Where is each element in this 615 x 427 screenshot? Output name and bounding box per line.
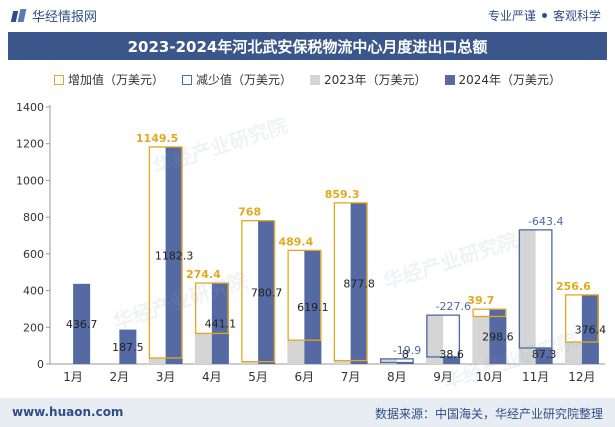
bar-decrease — [426, 314, 461, 358]
tagline: 专业严谨 客观科学 — [488, 7, 601, 24]
bar-2023 — [426, 315, 444, 364]
legend-label-decrease: 减少值（万美元） — [195, 73, 292, 87]
bar-2024 — [396, 362, 414, 364]
increase-label: 1149.5 — [136, 132, 178, 145]
legend-label-2024: 2024年（万美元） — [458, 73, 562, 87]
bar-increase — [241, 220, 276, 363]
chart-title: 2023-2024年河北武安保税物流中心月度进出口总额 — [8, 32, 607, 60]
bar-increase — [148, 146, 183, 359]
increase-label: 859.3 — [325, 188, 360, 201]
bar-increase — [333, 202, 368, 362]
bar-2024 — [165, 146, 183, 364]
legend-label-2023: 2023年（万美元） — [323, 73, 427, 87]
bar-2024 — [211, 283, 229, 364]
bar-2023 — [472, 316, 490, 364]
bar-2024 — [443, 356, 461, 364]
decrease-label: -643.4 — [528, 215, 563, 228]
bar-decrease — [379, 358, 414, 364]
bar-2023 — [194, 333, 212, 364]
value-label-2024: 376.4 — [575, 323, 607, 336]
legend-label-increase: 增加值（万美元） — [67, 73, 164, 87]
x-tick-label: 10月 — [476, 370, 503, 384]
y-tick-label: 1200 — [16, 138, 44, 151]
bar-increase — [472, 308, 507, 318]
legend-item-increase: 增加值（万美元） — [53, 71, 164, 88]
x-tick-label: 6月 — [295, 370, 315, 384]
bar-2024 — [350, 202, 368, 364]
y-tick-label: 1000 — [16, 174, 44, 187]
bar-decrease — [518, 229, 553, 349]
legend-swatch-2024 — [444, 74, 455, 85]
value-label-2024: 877.8 — [343, 277, 375, 290]
y-tick-label: 600 — [23, 248, 44, 261]
bar-2023 — [148, 357, 166, 364]
x-tick-label: 3月 — [156, 370, 176, 384]
x-tick-label: 5月 — [248, 370, 268, 384]
bar-2023 — [379, 358, 397, 364]
legend-item-2024: 2024年（万美元） — [444, 71, 562, 88]
bar-2024 — [581, 294, 599, 364]
value-label-2024: 187.5 — [112, 341, 144, 354]
bar-2024 — [119, 329, 137, 364]
value-label-2024: 1182.3 — [155, 249, 194, 262]
x-tick-label: 1月 — [63, 370, 83, 384]
x-tick-label: 8月 — [387, 370, 407, 384]
value-label-2024: 87.3 — [532, 348, 557, 361]
legend-swatch-decrease — [181, 74, 192, 85]
y-tick-label: 200 — [23, 321, 44, 334]
brand: 华经情报网 — [12, 6, 97, 25]
value-label-2024: 780.7 — [251, 286, 283, 299]
tagline-left: 专业严谨 — [487, 9, 536, 23]
increase-label: 256.6 — [556, 280, 591, 293]
bar-2024 — [73, 283, 91, 364]
bar-increase — [564, 294, 599, 343]
bar-2024 — [258, 220, 276, 364]
decrease-label: -19.9 — [393, 344, 421, 357]
bar-2023 — [241, 361, 259, 364]
y-tick-label: 1400 — [16, 101, 44, 114]
footer-url-link[interactable]: www.huaon.com — [12, 405, 124, 419]
bar-2023 — [564, 342, 582, 364]
bar-increase — [287, 249, 322, 341]
x-tick-label: 11月 — [522, 370, 549, 384]
bar-2024 — [535, 347, 553, 364]
increase-label: 489.4 — [278, 235, 313, 248]
y-tick-label: 400 — [23, 285, 44, 298]
legend-swatch-increase — [53, 74, 64, 85]
increase-label: 768 — [238, 206, 261, 219]
brand-name: 华经情报网 — [32, 10, 98, 25]
bar-2024 — [304, 250, 322, 364]
top-bar: 华经情报网 专业严谨 客观科学 — [0, 0, 615, 30]
value-label-2024: 619.1 — [297, 301, 329, 314]
legend-item-decrease: 减少值（万美元） — [181, 71, 292, 88]
dot-separator-icon — [541, 13, 547, 18]
x-tick-label: 4月 — [202, 370, 222, 384]
value-label-2024: 298.6 — [482, 331, 514, 344]
bar-2023 — [287, 340, 305, 364]
value-label-2024: 8 — [402, 348, 409, 361]
value-label-2024: 441.1 — [205, 318, 237, 331]
decrease-label: -227.6 — [436, 300, 471, 313]
y-tick-label: 0 — [37, 358, 44, 371]
bar-2023 — [518, 229, 536, 364]
bar-increase — [194, 282, 229, 335]
x-tick-label: 12月 — [568, 370, 595, 384]
increase-label: 274.4 — [186, 268, 221, 281]
value-label-2024: 38.6 — [439, 348, 464, 361]
tagline-right: 客观科学 — [552, 9, 601, 23]
x-tick-label: 2月 — [110, 370, 130, 384]
legend-swatch-2023 — [309, 74, 320, 85]
chart-legend: 增加值（万美元） 减少值（万美元） 2023年（万美元） 2024年（万美元） — [0, 71, 615, 88]
y-tick-label: 800 — [23, 211, 44, 224]
legend-item-2023: 2023年（万美元） — [309, 71, 427, 88]
value-label-2024: 436.7 — [66, 318, 98, 331]
x-tick-label: 9月 — [433, 370, 453, 384]
data-source: 数据来源：中国海关，华经产业研究院整理 — [374, 407, 603, 421]
increase-label: 39.7 — [467, 294, 494, 307]
bar-2024 — [489, 309, 507, 364]
footer: www.huaon.com 数据来源：中国海关，华经产业研究院整理 — [0, 398, 615, 427]
bar-2023 — [333, 360, 351, 364]
x-tick-label: 7月 — [341, 370, 361, 384]
